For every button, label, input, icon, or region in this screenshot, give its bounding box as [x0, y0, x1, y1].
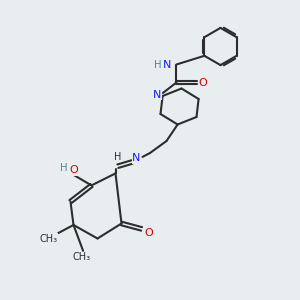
Text: N: N: [132, 153, 141, 164]
Text: H: H: [114, 152, 121, 162]
Text: H: H: [60, 163, 68, 173]
Text: H: H: [154, 59, 161, 70]
Text: N: N: [153, 89, 162, 100]
Text: CH₃: CH₃: [40, 233, 58, 244]
Text: O: O: [199, 77, 208, 88]
Text: O: O: [145, 227, 154, 238]
Text: CH₃: CH₃: [73, 252, 91, 262]
Text: N: N: [163, 59, 171, 70]
Text: O: O: [70, 165, 79, 175]
